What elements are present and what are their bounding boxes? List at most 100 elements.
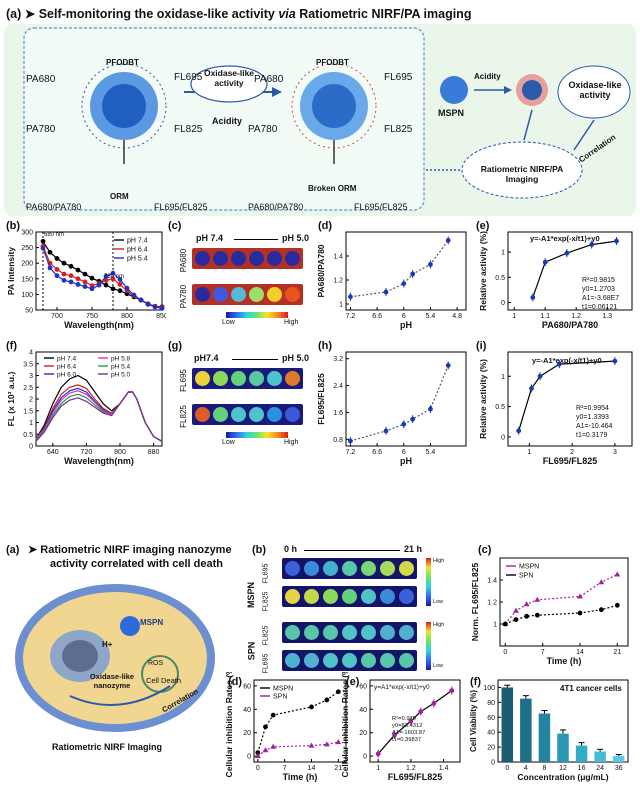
scheme-pa680-mid: PA680 [254,74,284,85]
y-tick-label: 20 [359,730,367,737]
x-axis-label: FL695/FL825 [388,772,443,782]
x-tick-label: 1 [376,765,380,772]
data-point [54,273,60,279]
bc-legend-entry: SPN [519,573,533,580]
cell-scheme [15,584,215,732]
c-colorbar [226,312,288,318]
data-point [309,704,314,710]
y-tick-label: 3 [29,373,33,380]
be-stat: t1=0.39837 [392,737,422,743]
x-axis-label: Time (h) [547,656,582,666]
heat-cell [285,561,300,576]
be-stats: R²=0.979 y0=83.4312 A1=-1603.87 t1=0.398… [392,716,425,744]
fit-curve [377,690,453,755]
e-stat: R²=0.9815 [582,277,615,284]
x-tick-label: 1 [512,313,516,320]
data-point [392,732,397,738]
chart-top-i: 1 2 3 0 0.5 1 FL695/FL825 Relative activity (%) [478,351,633,466]
data-point [82,271,88,277]
bb-high-1: High [433,558,445,564]
heat-cell [213,251,228,266]
heat-cell [285,287,300,302]
data-point [270,712,276,718]
y-axis-label: PA680/PA780 [316,244,326,297]
y-tick-label: 1.2 [333,278,343,285]
heat-cell [213,371,228,386]
x-tick-label: 1 [527,449,531,456]
bar [538,713,551,762]
scheme-pfodbt-mid: PFODBT [316,58,349,67]
data-point [408,718,414,724]
data-point [534,612,540,618]
x-tick-label: 0 [503,649,507,656]
c-ph-left: pH 7.4 [196,233,224,243]
i-stat: A1=-10.464 [576,423,613,430]
data-point [61,277,67,283]
bb-low-1: Low [433,599,444,605]
data-point [40,245,46,251]
heat-cell [285,625,300,640]
heat-cell [380,589,395,604]
bb-row-spn-fl825 [282,622,417,643]
data-point [47,265,53,271]
x-axis-label: pH [400,456,412,466]
y-tick-label: 0 [363,754,367,761]
bar [557,733,569,762]
data-point [255,750,261,756]
x-tick-label: 800 [114,449,126,456]
data-point [96,282,102,288]
i-stats: R²=0.9954 y0=1.3393 A1=-10.464 t1=0.3179 [576,404,612,440]
heat-cell [342,625,357,640]
bar [501,687,514,762]
y-axis-label: Cellular inhibition Rates (%) [224,672,234,777]
g-heat-row2 [192,404,303,425]
y-axis-label: Relative activity (%) [478,231,488,311]
data-point [103,282,109,288]
series-line [257,691,339,753]
y-tick-label: 2.5 [23,385,33,392]
heat-cell [267,371,282,386]
heat-cell [195,407,210,422]
chart-bottom-d: 0 7 14 21 0 20 40 60 Time (h) Cellular inhibition… [224,672,347,782]
bb-row-mspn-fl695 [282,558,417,579]
bottom-a-title2: activity correlated with cell death [50,558,224,570]
data-point [75,282,81,287]
data-point [418,709,424,715]
scheme-mspn: MSPN [438,108,465,118]
data-point [589,242,595,247]
scheme-pa780-mid: PA780 [248,124,278,135]
e-stat: A1=-3.68E7 [582,295,620,302]
data-point [324,697,330,703]
x-tick-label: 2 [570,449,574,456]
bar [520,698,532,762]
bc-legend-entry: MSPN [519,564,539,571]
data-point [82,284,88,289]
bar [575,745,588,762]
y-axis-label: Cellular inhibition Rates (%) [340,672,350,777]
y-tick-label: 1 [501,374,505,381]
plot-frame [369,679,461,763]
data-point [383,428,389,434]
bb-high-2: High [433,622,445,628]
e-stat: t1=0.06121 [582,304,618,311]
scheme-graphic [23,27,631,211]
heat-cell [361,653,376,668]
data-point [54,256,60,261]
x-tick-label: 12 [559,765,567,772]
panel-label-top-b: (b) [6,220,21,232]
heat-cell [213,407,228,422]
chart-top-f: 640 720 800 880 0 0.5 1 1.5 2 2.5 3 3.5 4 Wavelength(… [6,350,163,466]
y-tick-label: 0 [501,300,505,307]
heat-cell [267,407,282,422]
data-point [401,421,407,427]
top-section-title: (a) ➤ Self-monitoring the oxidase-like a… [6,6,634,21]
data-point [577,593,583,599]
scheme-ratio-left-pa: PA680/PA780 [26,202,82,212]
y-tick-label: 60 [487,715,495,722]
bb-row-spn-fl695 [282,650,417,671]
y-tick-label: 3.5 [23,361,33,368]
y-tick-label: 4 [29,350,33,357]
bb-low-2: Low [433,663,444,669]
plot-frame [253,679,347,763]
heat-cell [380,625,395,640]
